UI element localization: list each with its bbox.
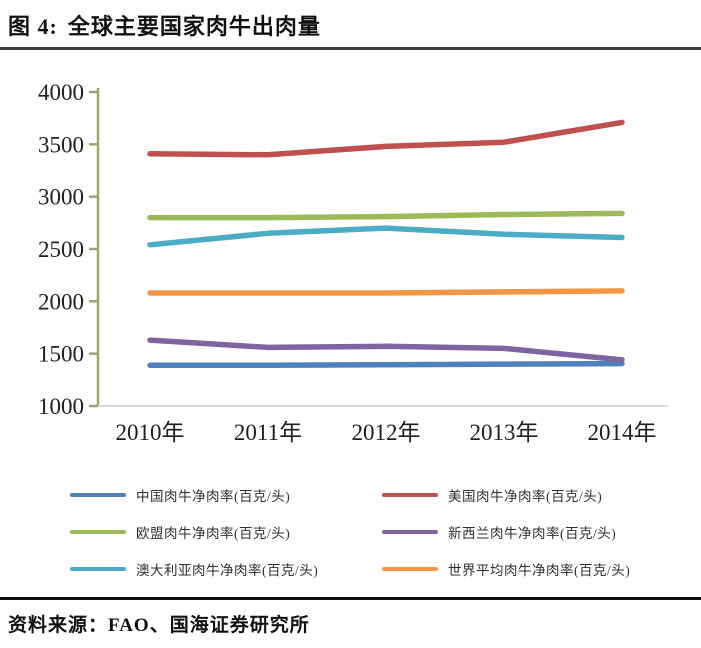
x-tick-label-4: 2014年 xyxy=(588,420,657,445)
figure-title: 全球主要国家肉牛出肉量 xyxy=(67,14,321,39)
x-tick-label-0: 2010年 xyxy=(116,420,185,445)
series-line-5 xyxy=(147,288,625,296)
y-tick-label-6: 1000 xyxy=(38,394,84,419)
legend-label-2: 欧盟肉牛净肉率(百克/头) xyxy=(136,526,291,541)
y-tick-label-2: 3000 xyxy=(38,185,84,210)
y-tick-label-0: 4000 xyxy=(38,80,84,105)
legend-item-2: 欧盟肉牛净肉率(百克/头) xyxy=(70,522,382,542)
figure-header: 图 4: 全球主要国家肉牛出肉量 xyxy=(0,0,701,41)
legend-swatch-5 xyxy=(382,567,438,571)
legend-item-0: 中国肉牛净肉率(百克/头) xyxy=(70,485,382,505)
legend-label-5: 世界平均肉牛净肉率(百克/头) xyxy=(448,563,631,578)
header-divider xyxy=(0,47,701,50)
y-tick-label-1: 3500 xyxy=(38,132,84,157)
legend-item-5: 世界平均肉牛净肉率(百克/头) xyxy=(382,559,694,579)
chart-canvas: 4000 3500 3000 2500 2000 1500 1000 2010年 2011年 20… xyxy=(38,80,668,445)
source-text: 资料来源：FAO、国海证券研究所 xyxy=(8,615,310,636)
y-tick-label-3: 2500 xyxy=(38,237,84,262)
legend-swatch-2 xyxy=(70,530,126,534)
x-tick-label-1: 2011年 xyxy=(234,420,302,445)
y-tick-label-5: 1500 xyxy=(38,342,84,367)
chart-legend: 中国肉牛净肉率(百克/头) 美国肉牛净肉率(百克/头) 欧盟肉牛净肉率(百克/头) 新… xyxy=(0,485,701,579)
figure-label: 图 4: xyxy=(8,14,58,39)
legend-swatch-1 xyxy=(382,493,438,497)
legend-label-0: 中国肉牛净肉率(百克/头) xyxy=(136,489,291,504)
legend-item-4: 澳大利亚肉牛净肉率(百克/头) xyxy=(70,559,382,579)
legend-label-3: 新西兰肉牛净肉率(百克/头) xyxy=(448,526,617,541)
series-line-2 xyxy=(147,210,625,221)
legend-label-1: 美国肉牛净肉率(百克/头) xyxy=(448,489,603,504)
y-tick-label-4: 2000 xyxy=(38,289,84,314)
x-tick-label-2: 2012年 xyxy=(352,420,421,445)
line-chart: 4000 3500 3000 2500 2000 1500 1000 2010年 2011年 20… xyxy=(18,64,682,461)
legend-swatch-3 xyxy=(382,530,438,534)
x-tick-label-3: 2013年 xyxy=(470,420,539,445)
legend-item-1: 美国肉牛净肉率(百克/头) xyxy=(382,485,694,505)
series-line-0 xyxy=(147,360,625,368)
series-line-3 xyxy=(147,337,625,363)
series-line-4 xyxy=(147,225,625,248)
legend-swatch-0 xyxy=(70,493,126,497)
source-note: 资料来源：FAO、国海证券研究所 xyxy=(8,610,310,637)
series-line-1 xyxy=(147,119,625,158)
legend-item-3: 新西兰肉牛净肉率(百克/头) xyxy=(382,522,694,542)
legend-label-4: 澳大利亚肉牛净肉率(百克/头) xyxy=(136,563,319,578)
legend-swatch-4 xyxy=(70,567,126,571)
footer-divider xyxy=(0,597,701,600)
